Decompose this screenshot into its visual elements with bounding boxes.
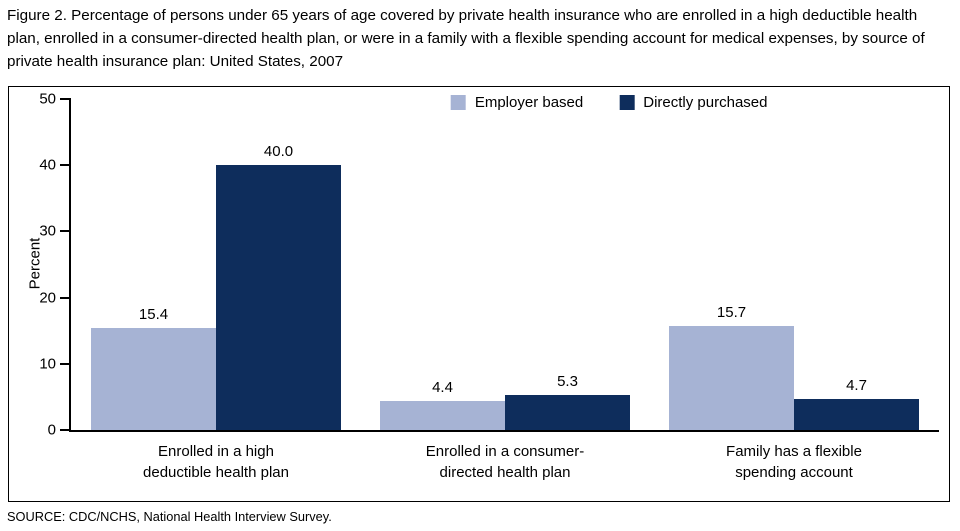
ytick-mark-50 bbox=[60, 98, 71, 100]
ytick-mark-10 bbox=[60, 362, 71, 365]
bar-employer-based-3: 15.7 bbox=[669, 304, 794, 430]
category-label-1: Enrolled in a high deductible health pla… bbox=[143, 443, 289, 481]
legend: Employer based Directly purchased bbox=[450, 94, 767, 111]
chart-frame: Percent 0 10 20 30 40 50 15.4 40.0 Enrolled in … bbox=[8, 86, 950, 502]
legend-entry-employer-based: Employer based bbox=[450, 94, 584, 111]
legend-swatch-directly-purchased bbox=[619, 95, 635, 110]
category-label-3: Family has a flexible spending account bbox=[726, 443, 862, 481]
bar-value-employer-based-2: 4.4 bbox=[432, 378, 453, 396]
ytick-mark-40 bbox=[60, 164, 71, 167]
ytick-mark-0 bbox=[60, 429, 71, 431]
legend-swatch-employer-based bbox=[450, 95, 466, 110]
bar-employer-based-1: 15.4 bbox=[91, 306, 216, 430]
bar-groups: 15.4 40.0 Enrolled in a high deductible he… bbox=[71, 99, 939, 481]
bar-value-employer-based-3: 15.7 bbox=[716, 304, 747, 322]
bar-value-directly-purchased-3: 4.7 bbox=[846, 376, 867, 394]
bar-group-enrolled-in-a-high-deductible-: 15.4 40.0 Enrolled in a high deductible he… bbox=[91, 99, 341, 481]
ytick-label-50: 50 bbox=[39, 90, 56, 108]
ytick-label-20: 20 bbox=[39, 289, 56, 307]
figure-title: Figure 2. Percentage of persons under 65… bbox=[7, 7, 925, 70]
legend-entry-directly-purchased: Directly purchased bbox=[619, 94, 767, 111]
legend-label-employer-based: Employer based bbox=[474, 94, 584, 111]
bar-value-employer-based-1: 15.4 bbox=[138, 306, 169, 324]
legend-label-directly-purchased: Directly purchased bbox=[643, 94, 768, 111]
bar-directly-purchased-2: 5.3 bbox=[505, 373, 630, 430]
ytick-label-40: 40 bbox=[39, 156, 56, 174]
bar-group-enrolled-in-a-consumer-directe: 4.4 5.3 Enrolled in a consumer- directed h… bbox=[380, 99, 630, 481]
ytick-label-30: 30 bbox=[39, 222, 56, 240]
plot-area: 0 10 20 30 40 50 15.4 40.0 Enrolled in a high d… bbox=[39, 91, 939, 481]
bar-directly-purchased-3: 4.7 bbox=[794, 377, 919, 430]
bar-directly-purchased-1: 40.0 bbox=[216, 143, 341, 430]
ytick-mark-20 bbox=[60, 296, 71, 299]
bar-value-directly-purchased-1: 40.0 bbox=[263, 143, 294, 161]
bar-employer-based-2: 4.4 bbox=[380, 379, 505, 430]
ytick-mark-30 bbox=[60, 230, 71, 233]
category-label-2: Enrolled in a consumer- directed health … bbox=[425, 443, 585, 481]
ytick-label-0: 0 bbox=[47, 421, 56, 439]
ytick-label-10: 10 bbox=[39, 355, 56, 373]
bar-value-directly-purchased-2: 5.3 bbox=[557, 372, 578, 390]
source-note: SOURCE: CDC/NCHS, National Health Interv… bbox=[7, 509, 332, 524]
bar-group-family-has-a-flexible-spending: 15.7 4.7 Family has a flexible spending ac… bbox=[669, 99, 919, 481]
